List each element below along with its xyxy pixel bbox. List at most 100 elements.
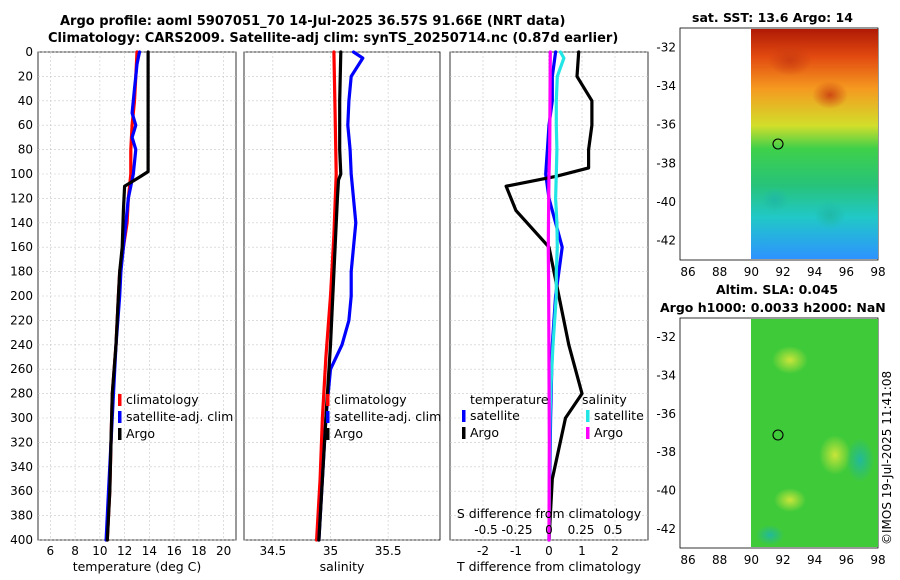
series-line-salinity-argo xyxy=(546,50,552,542)
series-line-argo xyxy=(317,50,343,542)
y-tick-label: 220 xyxy=(10,313,33,327)
map-x-tick-label: 94 xyxy=(807,553,822,567)
sst-map-title: sat. SST: 13.6 Argo: 14 xyxy=(692,10,853,25)
legend-swatch xyxy=(118,428,122,440)
salinity-panel: 34.5 35 35.5 salinity climatology satellite-a… xyxy=(243,50,441,574)
legend-swatch xyxy=(118,394,122,406)
x-tick-label: 1 xyxy=(578,544,586,558)
map-y-tick-label: -40 xyxy=(656,195,676,209)
sla-high xyxy=(774,488,806,512)
y-tick-label: 260 xyxy=(10,362,33,376)
sst-warm-eddy xyxy=(768,44,812,76)
map-x-tick-label: 88 xyxy=(712,265,727,279)
x-tick-label: 16 xyxy=(166,544,181,558)
y-tick-label: 200 xyxy=(10,289,33,303)
x-tick-label: 12 xyxy=(117,544,132,558)
y-tick-label: 380 xyxy=(10,509,33,523)
legend-swatch xyxy=(462,427,466,439)
x-tick-label: 18 xyxy=(191,544,206,558)
map-x-tick-label: 98 xyxy=(870,553,885,567)
y-tick-label: 240 xyxy=(10,338,33,352)
sla-low xyxy=(846,438,874,482)
x-tick-label: 14 xyxy=(142,544,157,558)
sla-high xyxy=(772,346,808,374)
map-y-tick-label: -40 xyxy=(656,484,676,498)
sst-map xyxy=(679,27,879,261)
map-x-tick-label: 96 xyxy=(839,553,854,567)
map-x-tick-label: 86 xyxy=(680,265,695,279)
sla-high xyxy=(819,435,851,475)
legend-label: Argo xyxy=(594,425,623,440)
map-x-tick-label: 96 xyxy=(839,265,854,279)
secondary-x-tick-label: -0.5 xyxy=(474,523,497,537)
legend-swatch xyxy=(586,410,590,422)
legend-label: Argo xyxy=(470,425,499,440)
map-x-tick-label: 86 xyxy=(680,553,695,567)
map-x-tick-label: 90 xyxy=(744,553,759,567)
secondary-x-tick-label: 0.5 xyxy=(603,523,622,537)
map-y-tick-label: -38 xyxy=(656,445,676,459)
sla-argo-marker xyxy=(772,429,784,441)
y-tick-label: 160 xyxy=(10,240,33,254)
y-tick-label: 120 xyxy=(10,191,33,205)
secondary-x-tick-label: 0 xyxy=(545,523,553,537)
y-tick-label: 320 xyxy=(10,435,33,449)
legend-label: climatology xyxy=(126,392,199,407)
legend-swatch xyxy=(462,410,466,422)
legend-label: satellite xyxy=(594,408,644,423)
temperature-panel: 0 20 40 60 80 100 120 140 160 180 200 220 240 260 280 3… xyxy=(10,45,237,574)
y-tick-label: 80 xyxy=(18,143,33,157)
y-tick-label: 140 xyxy=(10,216,33,230)
y-tick-label: 340 xyxy=(10,460,33,474)
x-axis-label: salinity xyxy=(320,559,365,574)
map-x-tick-label: 92 xyxy=(775,265,790,279)
x-axis-label: T difference from climatology xyxy=(456,559,642,574)
map-y-tick-label: -32 xyxy=(656,40,676,54)
legend-swatch xyxy=(326,411,330,423)
map-x-tick-label: 94 xyxy=(807,265,822,279)
sst-warm-eddy xyxy=(812,81,848,109)
x-tick-label: 34.5 xyxy=(259,544,286,558)
x-tick-label: 2 xyxy=(611,544,619,558)
y-tick-label: 300 xyxy=(10,411,33,425)
legend-swatch xyxy=(326,394,330,406)
sst-argo-marker xyxy=(772,138,784,150)
y-tick-label: 20 xyxy=(18,69,33,83)
difference-panel: -2 -1 0 1 2T difference from climatology temp… xyxy=(449,50,649,574)
figure-title-line-2: Climatology: CARS2009. Satellite-adj cli… xyxy=(48,31,619,46)
secondary-x-tick-label: 0.25 xyxy=(568,523,595,537)
series-line-argo xyxy=(105,50,150,542)
legend-label: satellite-adj. clim xyxy=(334,409,441,424)
x-tick-label: 20 xyxy=(216,544,231,558)
x-tick-label: 0 xyxy=(545,544,553,558)
x-tick-label: -1 xyxy=(510,544,522,558)
sla-field xyxy=(751,319,878,547)
sla-map xyxy=(679,317,879,549)
y-tick-label: 40 xyxy=(18,94,33,108)
legend-swatch xyxy=(586,427,590,439)
figure-title-line-1: Argo profile: aoml 5907051_70 14-Jul-202… xyxy=(60,14,566,29)
imos-credit: ©IMOS 19-Jul-2025 11:41:08 xyxy=(880,370,894,545)
legend-swatch xyxy=(118,411,122,423)
legend-label: Argo xyxy=(334,426,363,441)
x-tick-label: 8 xyxy=(71,544,79,558)
y-tick-label: 180 xyxy=(10,265,33,279)
legend-label: satellite xyxy=(470,408,520,423)
x-tick-label: 35.5 xyxy=(375,544,402,558)
map-x-tick-label: 90 xyxy=(744,265,759,279)
y-tick-label: 280 xyxy=(10,387,33,401)
map-y-tick-label: -36 xyxy=(656,118,676,132)
legend-label: Argo xyxy=(126,426,155,441)
legend-label: satellite-adj. clim xyxy=(126,409,233,424)
x-tick-label: 6 xyxy=(47,544,55,558)
map-y-tick-label: -34 xyxy=(656,369,676,383)
x-tick-label: 10 xyxy=(92,544,107,558)
sst-cool-eddy xyxy=(761,188,789,212)
map-ticks: 86 88 90 92 94 96 98 -32 -34 -36 -38 -40 -42 86 88 90 92… xyxy=(656,40,885,567)
y-tick-label: 60 xyxy=(18,118,33,132)
legend-title-temperature: temperature xyxy=(470,392,549,407)
secondary-x-tick-label: -0.25 xyxy=(501,523,532,537)
x-tick-label: -2 xyxy=(477,544,489,558)
x-axis-label: temperature (deg C) xyxy=(73,559,202,574)
